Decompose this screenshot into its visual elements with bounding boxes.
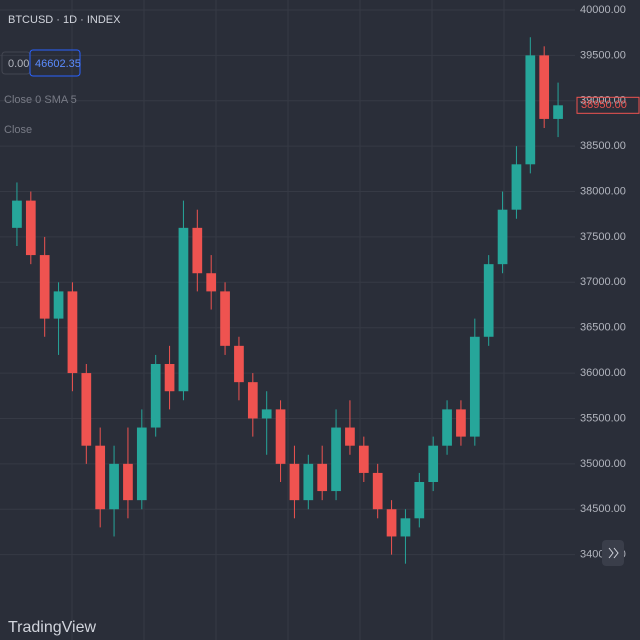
candle-body: [372, 472, 383, 510]
candle-body: [261, 409, 272, 419]
candle-body: [192, 227, 203, 274]
candle-body: [164, 364, 175, 392]
change: 0.00: [8, 58, 29, 70]
indicator: Close 0 SMA 5: [4, 94, 77, 106]
y-tick-label: 38000.00: [580, 185, 626, 197]
candle-body: [525, 55, 536, 165]
candle-body: [234, 345, 244, 383]
candle-body: [123, 463, 133, 501]
price-box[interactable]: [29, 49, 81, 77]
candle-body: [317, 463, 328, 492]
candle-body: [39, 255, 50, 319]
last-price-label: 38950.00: [581, 99, 627, 111]
y-tick-label: 35000.00: [580, 458, 626, 470]
candle-body: [247, 382, 258, 419]
candle-body: [331, 427, 341, 492]
candle-body: [25, 200, 36, 256]
candle-body: [12, 200, 22, 228]
candle-body: [289, 463, 300, 501]
scroll-icon: [608, 547, 619, 559]
candle-body: [456, 409, 466, 437]
y-tick-label: 38500.00: [580, 140, 626, 152]
candle-body: [539, 55, 550, 119]
candle-body: [497, 209, 508, 265]
candle-body: [442, 409, 452, 446]
candle-body: [358, 445, 369, 473]
candle-body: [345, 427, 355, 446]
candle-body: [220, 291, 230, 346]
last-price-box: [576, 96, 640, 114]
candle-body: [109, 463, 119, 510]
indicator: Close: [4, 124, 32, 136]
candle-body: [67, 291, 78, 374]
candle-body: [400, 518, 411, 537]
candle-body: [414, 482, 425, 519]
candle-body: [483, 264, 494, 337]
candle-body: [275, 409, 286, 464]
y-tick-label: 35500.00: [580, 412, 626, 424]
candle-body: [511, 164, 522, 210]
candle-body: [150, 364, 161, 428]
candle-body: [428, 445, 439, 482]
candle-body: [303, 463, 314, 501]
y-tick-label: 34500.00: [580, 503, 626, 515]
y-tick-label: 37000.00: [580, 276, 626, 288]
candle-body: [386, 509, 397, 537]
candle-body: [553, 105, 563, 119]
y-tick-label: 37500.00: [580, 231, 626, 243]
y-tick-label: 36000.00: [580, 367, 626, 379]
price: 46602.35: [35, 58, 81, 70]
y-tick-label: 39500.00: [580, 49, 626, 61]
candle-body: [95, 445, 106, 510]
candle-body: [178, 227, 189, 392]
symbol: BTCUSD · 1D · INDEX: [8, 14, 121, 26]
candle-body: [469, 336, 480, 437]
candle-body: [81, 373, 92, 446]
watermark: TradingView: [8, 619, 96, 636]
y-tick-label: 40000.00: [580, 4, 626, 16]
candle-body: [136, 427, 147, 501]
y-tick-label: 36500.00: [580, 322, 626, 334]
candle-body: [53, 291, 64, 319]
candle-body: [206, 273, 217, 292]
